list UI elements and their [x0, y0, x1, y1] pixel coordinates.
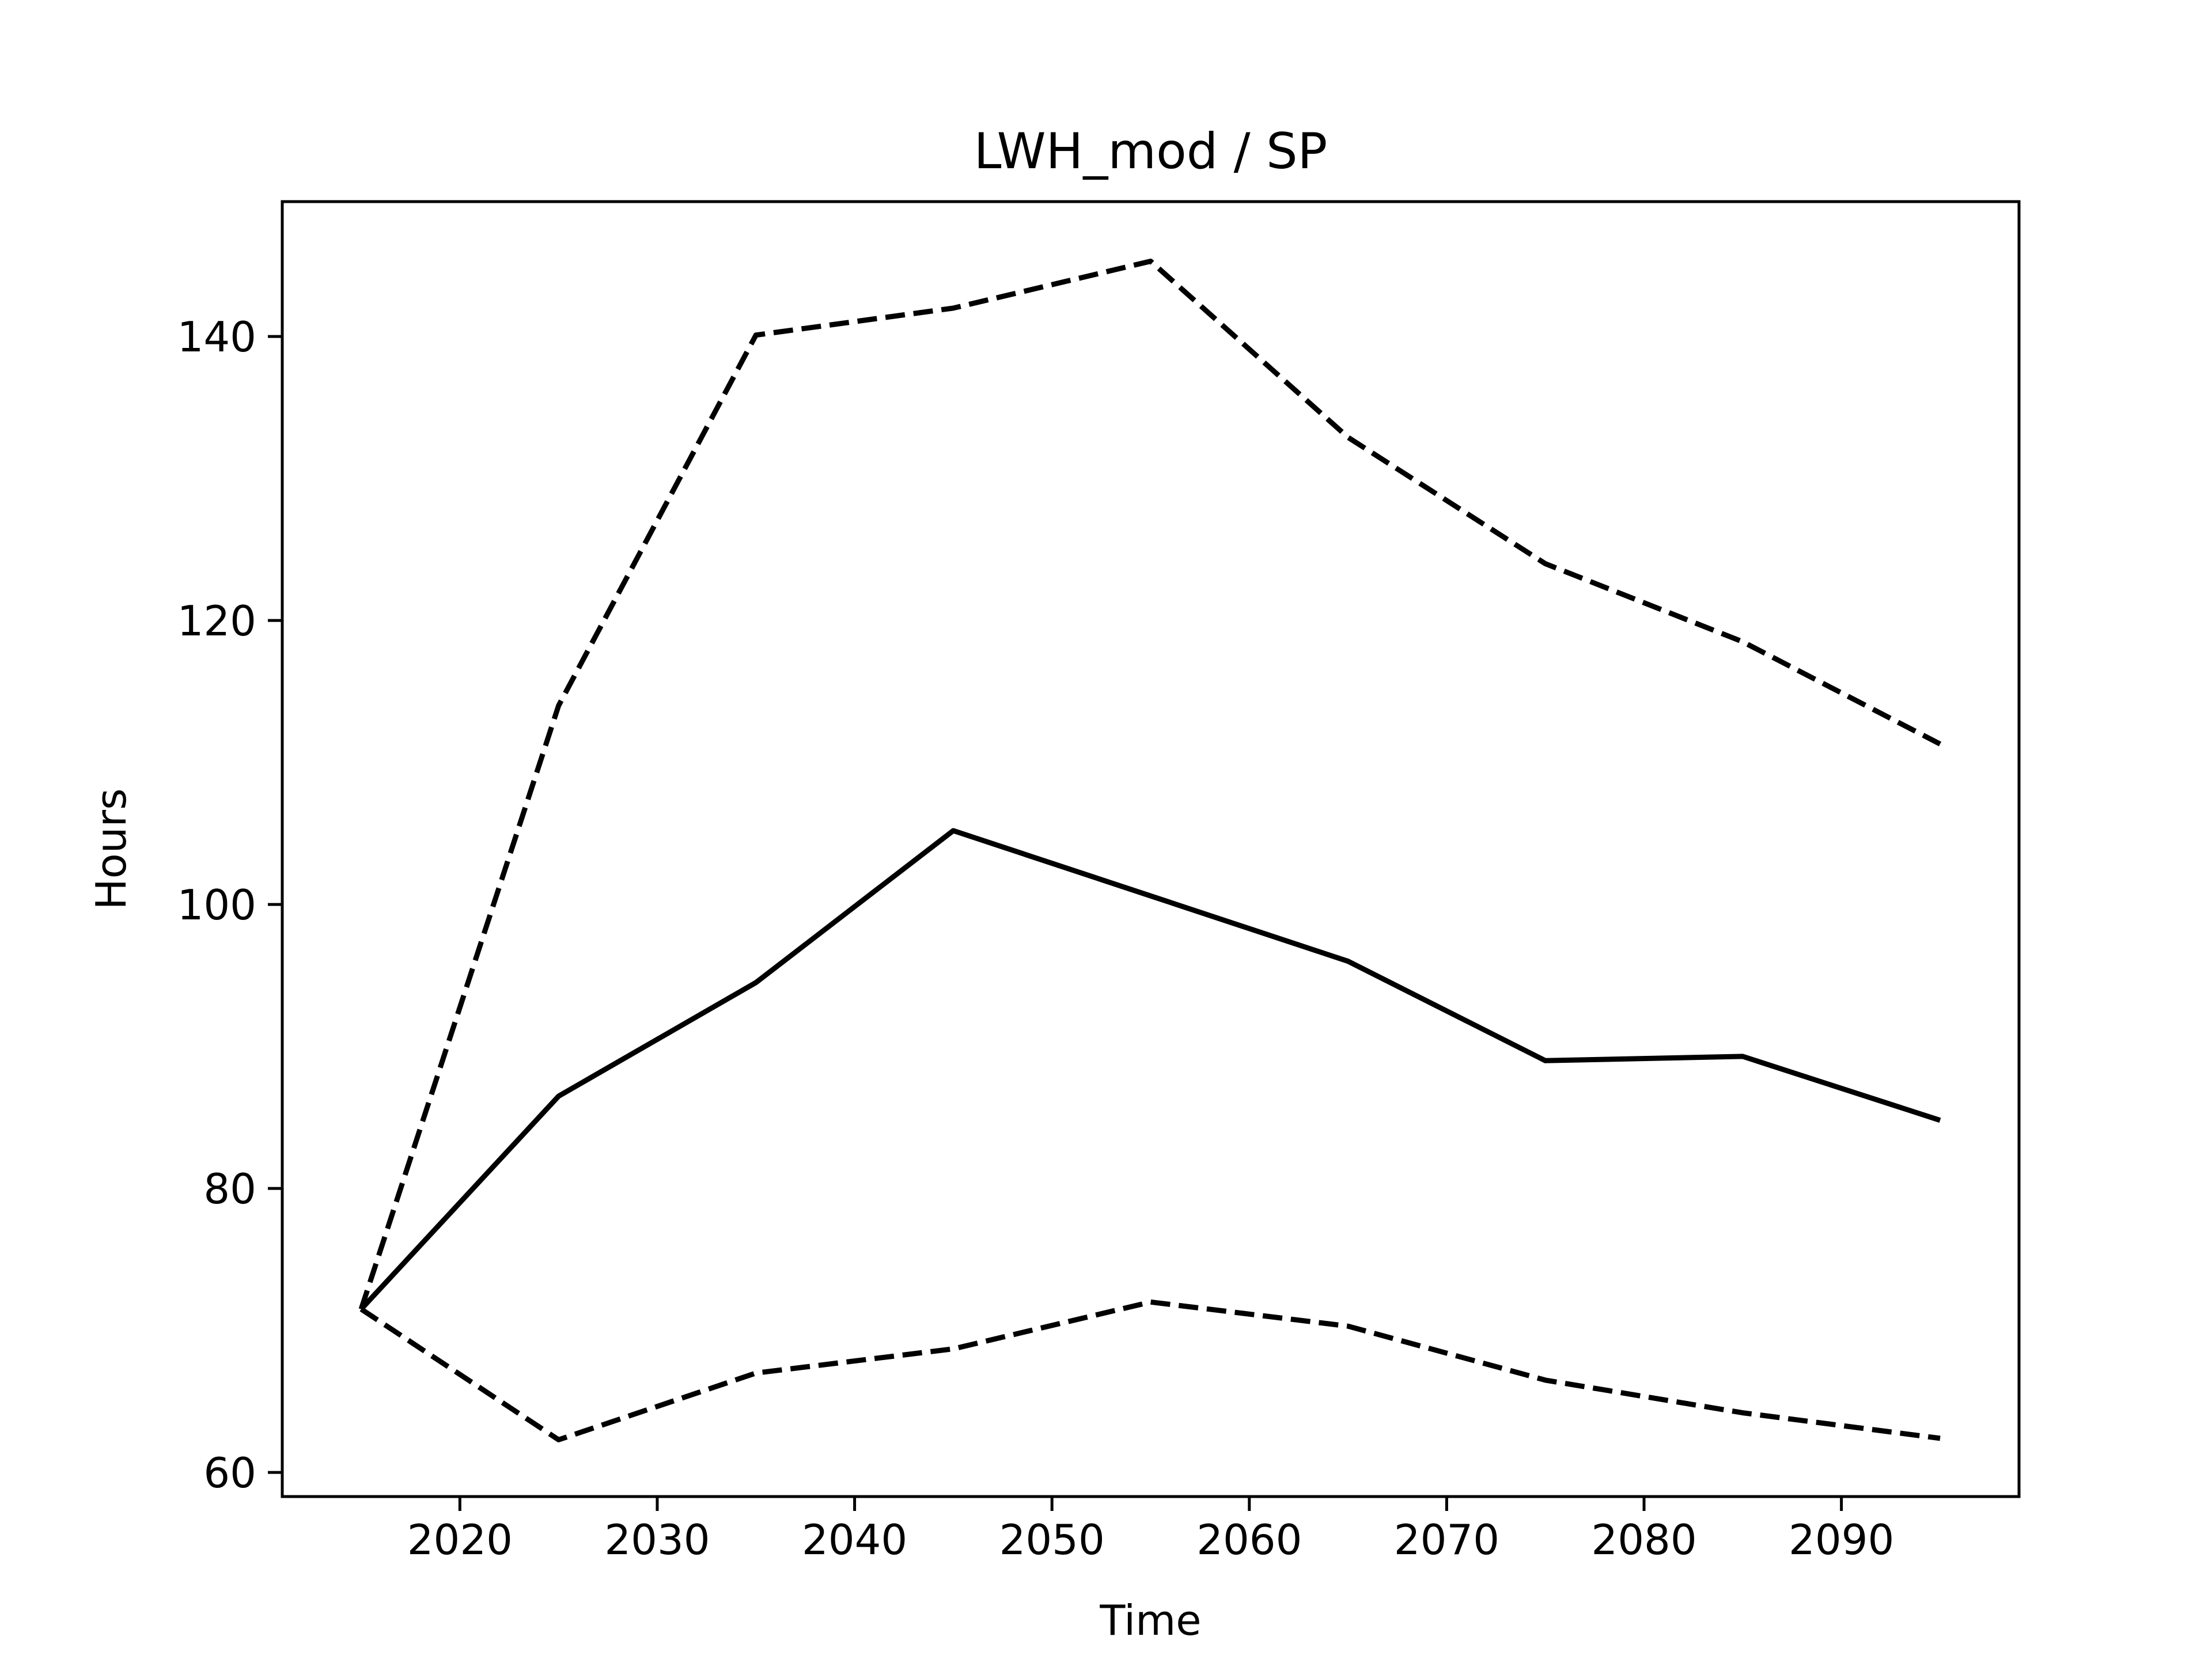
- series-lower-bound-line: [359, 1299, 1941, 1442]
- y-tick-label: 100: [177, 881, 256, 929]
- x-axis-label: Time: [1099, 1596, 1201, 1645]
- x-tick-label: 2080: [1591, 1516, 1696, 1564]
- series-median-line: [359, 828, 1941, 1311]
- y-tick-label: 140: [177, 313, 256, 361]
- x-tick-label: 2070: [1394, 1516, 1499, 1564]
- x-tick-label: 2040: [802, 1516, 907, 1564]
- y-tick-label: 120: [177, 597, 256, 645]
- x-tick-label: 2090: [1789, 1516, 1894, 1564]
- y-axis-label: Hours: [87, 789, 135, 910]
- axes-frame: [281, 200, 2021, 1498]
- chart-title: LWH_mod / SP: [974, 123, 1328, 180]
- plot-area: [358, 259, 1942, 1442]
- x-tick-label: 2030: [604, 1516, 710, 1564]
- axis-ticks: 2020 2030 2040 2050 2060 2070 2080 2090 60 80 100 1…: [177, 313, 1895, 1564]
- x-tick-label: 2020: [407, 1516, 513, 1564]
- y-tick-label: 80: [203, 1165, 256, 1213]
- y-tick-label: 60: [203, 1449, 256, 1497]
- x-tick-label: 2060: [1196, 1516, 1302, 1564]
- series-upper-bound-line: [358, 259, 1942, 1310]
- x-tick-label: 2050: [999, 1516, 1105, 1564]
